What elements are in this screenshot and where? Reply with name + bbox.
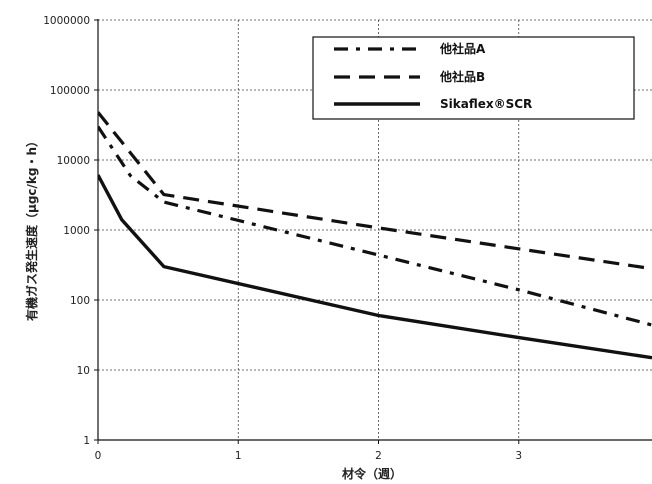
legend-label-series-a: 他社品A — [439, 41, 486, 56]
x-tick-label: 0 — [95, 450, 102, 462]
axes — [94, 19, 652, 444]
series-line-b — [98, 111, 652, 271]
y-axis-title: 有機ガス発生速度（μgc/kg・h） — [24, 135, 39, 321]
y-tick-label: 10000 — [57, 155, 90, 167]
x-axis-title: 材令（週） — [341, 466, 402, 481]
x-tick-label: 1 — [235, 450, 242, 462]
x-tick-label: 3 — [515, 450, 522, 462]
series-line-c — [98, 174, 652, 360]
legend-label-series-c: Sikaflex®SCR — [440, 97, 532, 111]
y-tick-label: 1 — [83, 435, 90, 447]
series-lines — [98, 111, 652, 360]
legend-label-series-b: 他社品B — [439, 69, 485, 84]
y-tick-label: 100000 — [50, 85, 90, 97]
x-tick-label: 2 — [375, 450, 382, 462]
legend: 他社品A 他社品B Sikaflex®SCR — [312, 36, 635, 120]
y-tick-label: 1000000 — [43, 15, 90, 27]
y-tick-label: 100 — [70, 295, 90, 307]
series-line-a — [98, 125, 652, 327]
y-tick-label: 1000 — [63, 225, 90, 237]
y-tick-label: 10 — [77, 365, 90, 377]
